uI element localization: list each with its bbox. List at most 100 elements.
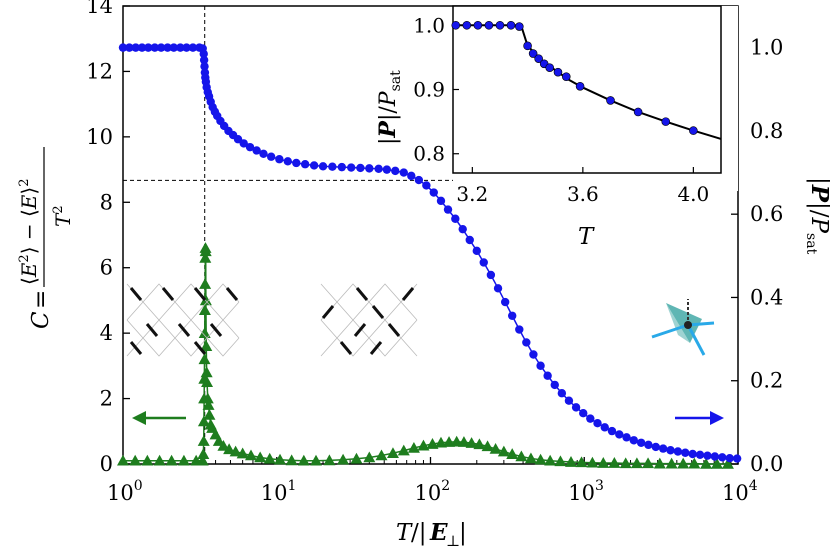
polarization-point [382,165,392,174]
specific-heat-point [489,442,502,454]
inset-data-point [633,107,643,117]
inset-data-point [523,41,532,51]
svg-text:/|: /| [411,520,427,546]
polarization-point [644,440,653,450]
specific-heat-point [597,457,610,468]
svg-text:T2: T2 [51,205,75,227]
svg-text:=: = [28,290,54,309]
svg-text:|P|/Psat: |P|/Psat [375,70,404,145]
inset-data-point [575,81,585,91]
specific-heat-point [198,353,211,365]
polarization-point [199,49,208,59]
specific-heat-point [263,452,276,464]
svg-text:|P|/Psat: |P|/Psat [803,177,830,255]
polarization-point [522,338,531,347]
inset-data-point [561,72,571,81]
polarization-point [328,162,337,171]
specific-heat-point [141,454,154,466]
polarization-point [629,436,638,445]
polarization-point [422,181,431,190]
polarization-point [391,166,400,176]
specific-heat-point [223,443,236,455]
specific-heat-point [254,451,267,463]
specific-heat-point [465,437,478,448]
inset-data-point [515,22,524,31]
inset-data-points [451,20,698,135]
inset-x-axis-ticks: 3.2 3.6 4.0 [456,167,709,206]
polarization-point [199,55,209,65]
specific-heat-point [274,453,287,465]
polarization-point [673,447,683,456]
inset-y-tick-label: 0.9 [413,78,445,102]
right-y-axis-label: |P|/Psat [803,177,830,255]
polarization-point [681,448,690,457]
left-y-tick-label: 12 [86,59,113,83]
specific-heat-point [473,438,486,450]
polarization-point [529,350,538,359]
specific-heat-point [544,454,557,466]
polarization-point [150,43,159,52]
polarization-point [666,446,675,455]
specific-heat-point [199,251,212,263]
polarization-point [500,297,510,307]
inset-data-point [606,96,615,105]
inset-data-point [495,20,505,30]
svg-text:E: E [429,519,448,546]
polarization-point [543,371,552,380]
specific-heat-point [417,439,430,451]
polarization-point [365,164,374,173]
specific-heat-point [199,245,212,257]
specific-heat-point [426,438,439,449]
specific-heat-point [586,456,599,468]
specific-heat-point [197,435,210,446]
inset-y-axis-ticks: 0.8 0.9 1.0 [413,13,459,166]
specific-heat-point [688,457,701,469]
x-axis-ticks: 100 101 102 103 104 [107,457,758,505]
inset-data-point [462,20,472,30]
specific-heat-point [564,456,577,467]
left-y-tick-label: 8 [100,190,113,214]
specific-heat-point [700,458,713,469]
inset-y-tick-label: 1.0 [413,13,445,37]
polarization-point [465,235,474,245]
specific-heat-point [515,450,528,462]
polarization-point [131,43,140,52]
specific-heat-point [363,451,376,463]
polarization-point [300,160,310,169]
inset-data-point [484,20,494,30]
right-y-tick-label: 0.8 [750,119,783,143]
specific-heat-point [721,458,734,469]
polarization-point [374,164,383,173]
polarization-point [309,161,319,170]
left-y-tick-label: 0 [100,452,113,476]
polarization-point [615,430,624,439]
specific-heat-point [129,454,142,466]
left-y-tick-label: 10 [86,125,113,149]
specific-heat-point [497,445,510,457]
specific-heat-point [434,436,447,448]
left-y-axis-label: C = ⟨E2⟩ − ⟨E⟩2 T2 [17,147,75,329]
specific-heat-point [323,454,336,466]
right-axis-arrow [675,411,724,425]
inset-data-point [689,126,698,135]
polarization-point [651,442,661,452]
left-y-tick-label: 14 [86,0,113,18]
svg-text:|: | [459,520,467,546]
left-y-tick-label: 4 [100,321,113,345]
polarization-point [347,163,356,172]
polarization-point [586,414,595,423]
polarization-point [182,43,191,52]
right-y-tick-label: 0.6 [750,202,783,226]
polarization-point [275,155,284,164]
polarization-point [725,453,734,463]
specific-heat-point [203,408,216,420]
polarization-point [356,163,365,173]
specific-heat-point [619,457,632,469]
polarization-point [710,452,720,461]
x-tick-label: 102 [415,478,451,505]
specific-heat-point [201,392,214,404]
inset-x-tick-label: 4.0 [677,182,709,206]
inset-data-point [506,20,516,30]
polarization-point [486,270,496,280]
disordered-lattice-illustration [320,283,418,357]
